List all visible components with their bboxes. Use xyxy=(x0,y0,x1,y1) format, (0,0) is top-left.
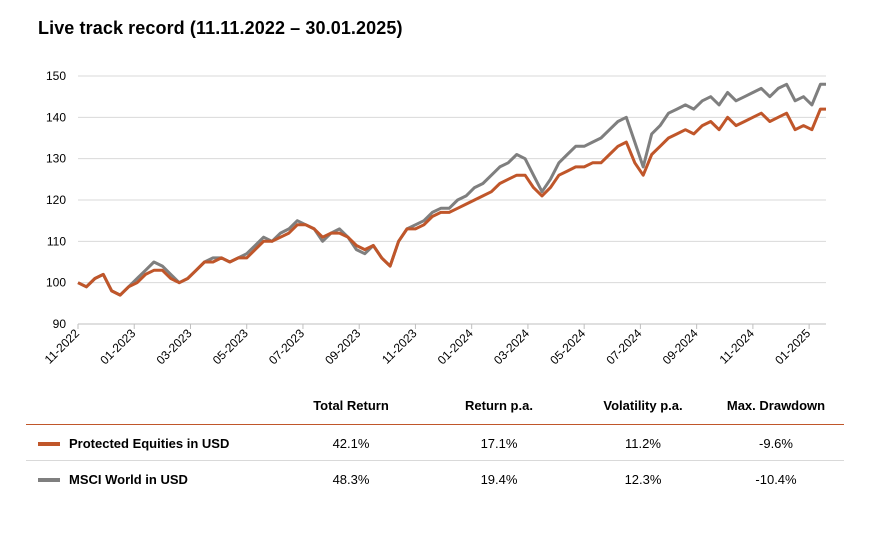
y-tick-label: 150 xyxy=(46,69,66,83)
header-volatility-pa: Volatility p.a. xyxy=(603,398,683,413)
x-tick-label: 09-2024 xyxy=(660,326,701,367)
x-tick-label: 11-2022 xyxy=(42,326,83,367)
y-tick-label: 110 xyxy=(47,234,66,248)
value-max-drawdown: -10.4% xyxy=(755,472,797,487)
y-tick-label: 100 xyxy=(46,276,66,290)
x-tick-label: 03-2024 xyxy=(491,326,532,367)
x-tick-label: 07-2023 xyxy=(266,326,307,367)
y-tick-label: 130 xyxy=(46,152,66,166)
value-total-return: 48.3% xyxy=(332,472,370,487)
header-total-return: Total Return xyxy=(313,398,389,413)
x-tick-label: 09-2023 xyxy=(322,326,363,367)
x-tick-label: 01-2023 xyxy=(97,326,138,367)
series-line-protected-equities-in-usd xyxy=(77,107,826,297)
y-tick-label: 140 xyxy=(46,110,66,124)
y-axis-ticks: 90 100 110 120 130 140 150 xyxy=(46,69,66,331)
stats-row-msci-world: MSCI World in USD 48.3% 19.4% 12.3% -10.… xyxy=(26,460,844,496)
y-tick-label: 120 xyxy=(46,193,66,207)
x-tick-label: 11-2024 xyxy=(717,326,758,367)
value-max-drawdown: -9.6% xyxy=(759,436,793,451)
series-lines xyxy=(77,82,826,297)
row-label: MSCI World in USD xyxy=(69,472,188,487)
x-tick-label: 07-2024 xyxy=(603,326,644,367)
value-volatility-pa: 11.2% xyxy=(625,436,661,451)
stats-table: Total Return Return p.a. Volatility p.a.… xyxy=(26,392,844,496)
x-tick-label: 11-2023 xyxy=(379,326,420,367)
x-tick-label: 01-2025 xyxy=(772,326,813,367)
value-total-return: 42.1% xyxy=(332,436,370,451)
header-max-drawdown: Max. Drawdown xyxy=(726,398,826,413)
line-chart: 90 100 110 120 130 140 150 11-2022 01-2023 03-20… xyxy=(42,69,826,367)
x-tick-label: 05-2024 xyxy=(547,326,588,367)
value-volatility-pa: 12.3% xyxy=(624,472,662,487)
stats-row-protected-equities: Protected Equities in USD 42.1% 17.1% 11… xyxy=(26,424,844,460)
y-tick-label: 90 xyxy=(53,317,67,331)
x-tick-label: 01-2024 xyxy=(435,326,476,367)
x-tick-label: 05-2023 xyxy=(210,326,251,367)
header-return-pa: Return p.a. xyxy=(465,398,533,413)
value-return-pa: 17.1% xyxy=(480,436,518,451)
legend-swatch-protected xyxy=(38,442,60,446)
x-axis: 11-2022 01-2023 03-2023 05-2023 07-2023 09-20… xyxy=(42,323,826,367)
chart-title: Live track record (11.11.2022 – 30.01.20… xyxy=(38,18,403,38)
series-line-msci-world-in-usd xyxy=(77,82,826,297)
x-tick-label: 03-2023 xyxy=(154,326,195,367)
legend-swatch-msci xyxy=(38,478,60,482)
grid-lines xyxy=(78,75,826,325)
stats-header-row: Total Return Return p.a. Volatility p.a.… xyxy=(26,392,844,424)
value-return-pa: 19.4% xyxy=(480,472,518,487)
row-label: Protected Equities in USD xyxy=(69,436,230,451)
